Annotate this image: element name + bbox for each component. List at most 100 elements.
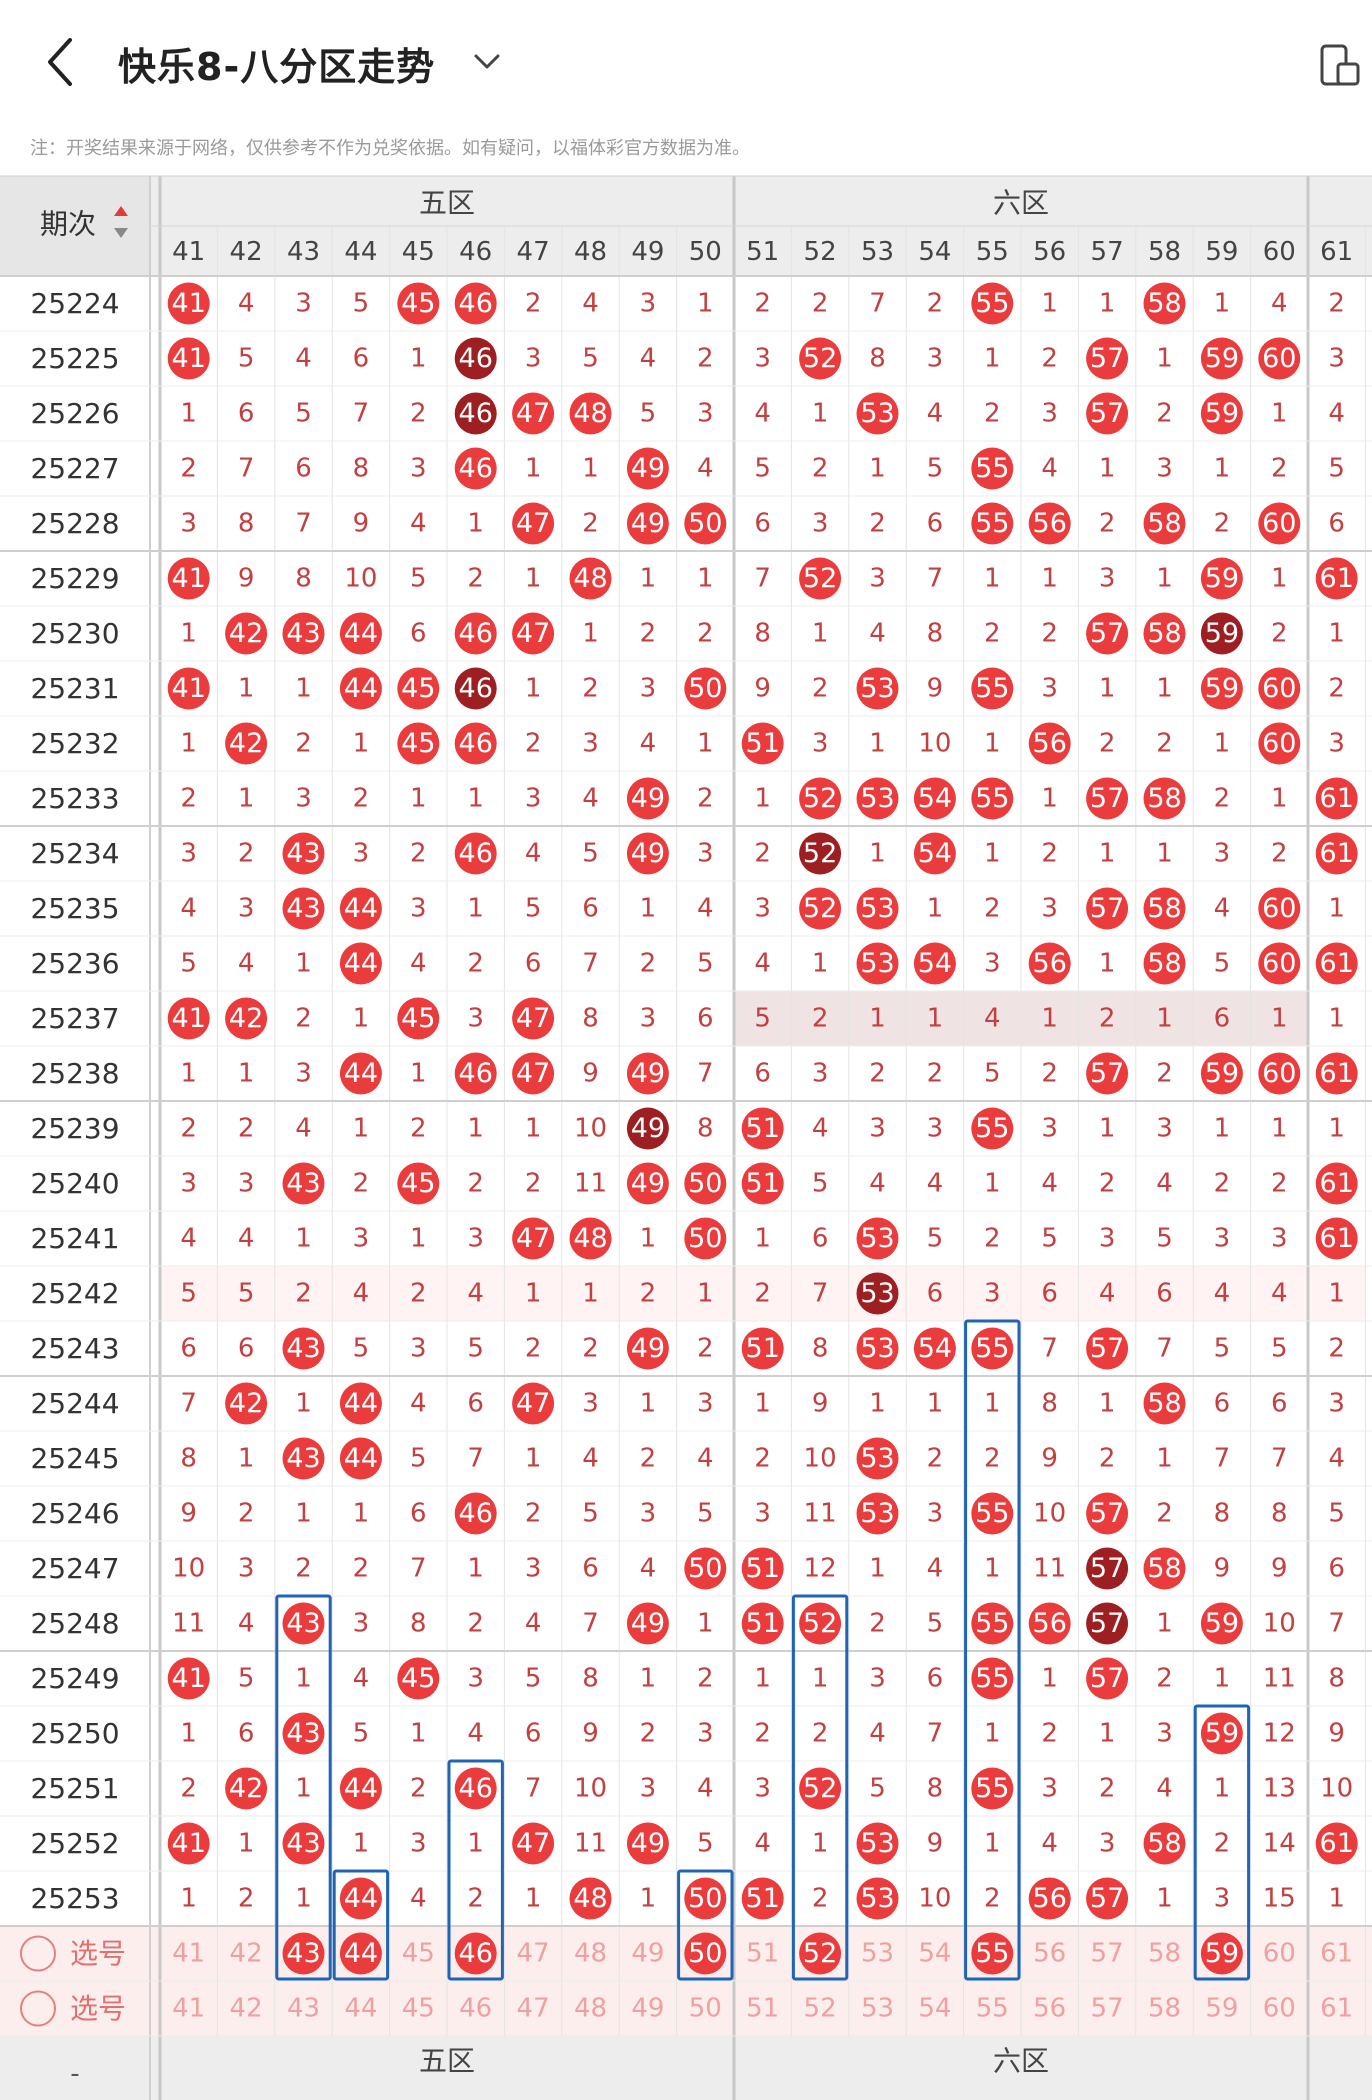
picked-ball-number[interactable]: 50 bbox=[688, 1938, 722, 1969]
select-number[interactable]: 57 bbox=[1091, 1939, 1124, 1969]
drawn-ball-number: 43 bbox=[286, 1333, 320, 1364]
select-number[interactable]: 41 bbox=[172, 1994, 205, 2024]
select-number[interactable]: 42 bbox=[230, 1994, 263, 2024]
device-switch-icon[interactable] bbox=[1318, 42, 1362, 88]
miss-count: 14 bbox=[1263, 1829, 1296, 1859]
select-number[interactable]: 60 bbox=[1263, 1939, 1296, 1969]
select-number[interactable]: 45 bbox=[402, 1939, 435, 1969]
miss-count: 1 bbox=[697, 289, 714, 319]
miss-count: 9 bbox=[1328, 1719, 1345, 1749]
miss-count: 1 bbox=[984, 1719, 1001, 1749]
select-number[interactable]: 47 bbox=[517, 1939, 550, 1969]
miss-count: 4 bbox=[1328, 399, 1345, 429]
miss-count: 1 bbox=[525, 1884, 542, 1914]
picked-ball[interactable] bbox=[339, 1932, 382, 1975]
select-number[interactable]: 57 bbox=[1091, 1994, 1124, 2024]
select-number[interactable]: 58 bbox=[1148, 1939, 1181, 1969]
picked-ball[interactable] bbox=[454, 1932, 497, 1975]
miss-count: 4 bbox=[1156, 1169, 1173, 1199]
select-number[interactable]: 47 bbox=[517, 1994, 550, 2024]
picked-ball-number[interactable]: 59 bbox=[1205, 1938, 1239, 1969]
select-number[interactable]: 58 bbox=[1148, 1994, 1181, 2024]
select-number[interactable]: 55 bbox=[976, 1994, 1009, 2024]
select-number[interactable]: 56 bbox=[1033, 1939, 1066, 1969]
select-number[interactable]: 51 bbox=[746, 1994, 779, 2024]
select-number[interactable]: 48 bbox=[574, 1994, 607, 2024]
sort-up-icon[interactable] bbox=[114, 206, 128, 216]
select-number[interactable]: 61 bbox=[1320, 1994, 1353, 2024]
select-number[interactable]: 56 bbox=[1033, 1994, 1066, 2024]
picked-ball-number[interactable]: 46 bbox=[459, 1938, 493, 1969]
miss-count: 3 bbox=[927, 1499, 944, 1529]
select-number[interactable]: 43 bbox=[287, 1994, 320, 2024]
page-title[interactable]: 快乐8-八分区走势 bbox=[118, 45, 436, 89]
picked-ball[interactable] bbox=[282, 1932, 325, 1975]
select-number[interactable]: 44 bbox=[344, 1994, 377, 2024]
select-number[interactable]: 50 bbox=[689, 1994, 722, 2024]
picked-ball[interactable] bbox=[799, 1932, 842, 1975]
select-number[interactable]: 60 bbox=[1263, 1994, 1296, 2024]
miss-count: 3 bbox=[180, 509, 197, 539]
drawn-ball-number: 58 bbox=[1147, 1553, 1181, 1584]
sort-down-icon[interactable] bbox=[114, 228, 128, 238]
miss-count: 5 bbox=[238, 1664, 255, 1694]
select-radio[interactable] bbox=[20, 1935, 56, 1972]
picked-ball-number[interactable]: 43 bbox=[286, 1938, 320, 1969]
select-number[interactable]: 46 bbox=[459, 1994, 492, 2024]
miss-count: 11 bbox=[574, 1169, 607, 1199]
zone-label-6: 六区 bbox=[993, 187, 1049, 220]
select-number[interactable]: 59 bbox=[1205, 1994, 1238, 2024]
drawn-ball bbox=[167, 1822, 210, 1865]
select-number[interactable]: 49 bbox=[631, 1939, 664, 1969]
drawn-ball-number: 59 bbox=[1205, 618, 1239, 649]
picked-ball-number[interactable]: 55 bbox=[975, 1938, 1009, 1969]
miss-count: 4 bbox=[697, 1774, 714, 1804]
drawn-ball-number: 50 bbox=[688, 1883, 722, 1914]
select-number[interactable]: 52 bbox=[804, 1994, 837, 2024]
miss-count: 1 bbox=[1271, 564, 1288, 594]
select-radio[interactable] bbox=[20, 1990, 56, 2027]
picked-ball-number[interactable]: 44 bbox=[344, 1938, 378, 1969]
streak-highlight-box bbox=[677, 1869, 734, 1981]
miss-count: 1 bbox=[869, 454, 886, 484]
select-label[interactable]: 选号 bbox=[70, 1992, 126, 2025]
drawn-ball-number: 45 bbox=[401, 288, 435, 319]
drawn-ball-number: 58 bbox=[1147, 508, 1181, 539]
miss-count: 2 bbox=[1271, 619, 1288, 649]
select-number[interactable]: 53 bbox=[861, 1939, 894, 1969]
drawn-ball-number: 61 bbox=[1320, 1223, 1354, 1254]
select-number[interactable]: 54 bbox=[918, 1994, 951, 2024]
picked-ball[interactable] bbox=[1200, 1932, 1243, 1975]
drawn-ball-number: 44 bbox=[344, 618, 378, 649]
miss-count: 6 bbox=[467, 1389, 484, 1419]
select-number[interactable]: 42 bbox=[230, 1939, 263, 1969]
select-number[interactable]: 45 bbox=[402, 1994, 435, 2024]
drawn-ball-number: 47 bbox=[516, 1388, 550, 1419]
select-number[interactable]: 48 bbox=[574, 1939, 607, 1969]
miss-count: 3 bbox=[927, 344, 944, 374]
miss-count: 4 bbox=[467, 1719, 484, 1749]
miss-count: 2 bbox=[180, 784, 197, 814]
chevron-down-icon[interactable] bbox=[470, 46, 504, 76]
select-number[interactable]: 61 bbox=[1320, 1939, 1353, 1969]
miss-count: 1 bbox=[697, 1279, 714, 1309]
drawn-ball bbox=[856, 667, 899, 710]
select-label[interactable]: 选号 bbox=[70, 1937, 126, 1970]
picked-ball[interactable] bbox=[971, 1932, 1014, 1975]
miss-count: 2 bbox=[927, 289, 944, 319]
select-number[interactable]: 41 bbox=[172, 1939, 205, 1969]
drawn-ball bbox=[626, 1107, 669, 1150]
select-number[interactable]: 49 bbox=[631, 1994, 664, 2024]
select-number[interactable]: 53 bbox=[861, 1994, 894, 2024]
drawn-ball bbox=[626, 1822, 669, 1865]
back-arrow-icon[interactable] bbox=[40, 34, 80, 90]
miss-count: 3 bbox=[640, 1499, 657, 1529]
select-number[interactable]: 54 bbox=[918, 1939, 951, 1969]
picked-ball[interactable] bbox=[684, 1932, 727, 1975]
miss-count: 5 bbox=[697, 1829, 714, 1859]
select-number[interactable]: 51 bbox=[746, 1939, 779, 1969]
drawn-ball-number: 55 bbox=[975, 453, 1009, 484]
picked-ball-number[interactable]: 52 bbox=[803, 1938, 837, 1969]
miss-count: 5 bbox=[1156, 1224, 1173, 1254]
period-header[interactable]: 期次 bbox=[40, 208, 96, 241]
